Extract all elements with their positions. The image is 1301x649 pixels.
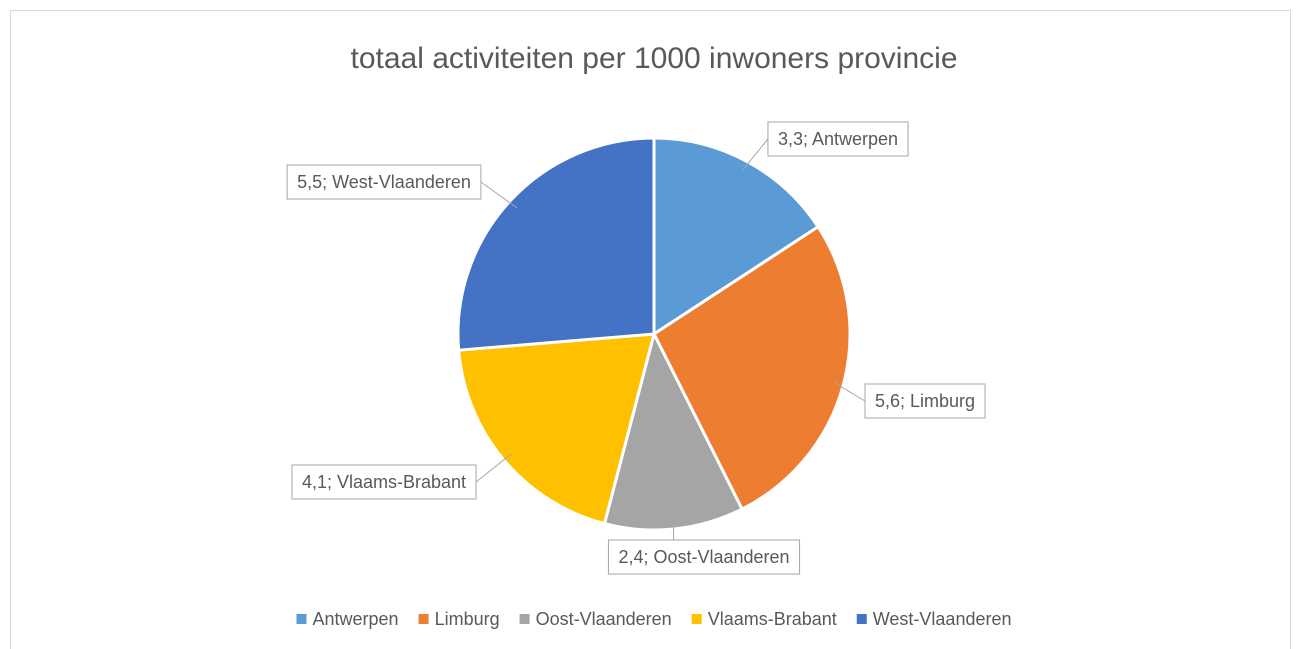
legend-label: Antwerpen xyxy=(313,609,399,629)
data-label-box xyxy=(607,539,801,575)
pie-slice xyxy=(456,136,656,352)
data-label: 4,1; Vlaams-Brabant xyxy=(302,472,466,492)
legend-label: Vlaams-Brabant xyxy=(708,609,837,629)
leader-line xyxy=(475,453,512,483)
legend-label: West-Vlaanderen xyxy=(873,609,1012,629)
leader-line xyxy=(480,181,518,209)
data-label-box xyxy=(291,464,477,500)
data-label: 5,6; Limburg xyxy=(875,391,975,411)
legend-swatch xyxy=(296,614,307,624)
data-label-box xyxy=(286,164,482,200)
legend-swatch xyxy=(418,614,429,624)
data-label: 3,3; Antwerpen xyxy=(778,129,898,149)
legend-swatch xyxy=(691,614,702,624)
legend-label: Limburg xyxy=(435,609,500,629)
leader-line xyxy=(833,381,866,402)
pie-slice xyxy=(652,224,852,512)
legend-swatch xyxy=(856,614,867,624)
legend-label: Oost-Vlaanderen xyxy=(536,609,672,629)
pie-slice xyxy=(602,329,745,532)
legend-swatch xyxy=(519,614,530,624)
leader-line xyxy=(742,138,769,171)
data-label-box xyxy=(864,383,986,419)
chart-title: totaal activiteiten per 1000 inwoners pr… xyxy=(350,42,957,75)
data-label: 5,5; West-Vlaanderen xyxy=(297,172,471,192)
pie-slice xyxy=(652,136,821,337)
data-label-box xyxy=(767,121,909,157)
data-label: 2,4; Oost-Vlaanderen xyxy=(618,547,789,567)
